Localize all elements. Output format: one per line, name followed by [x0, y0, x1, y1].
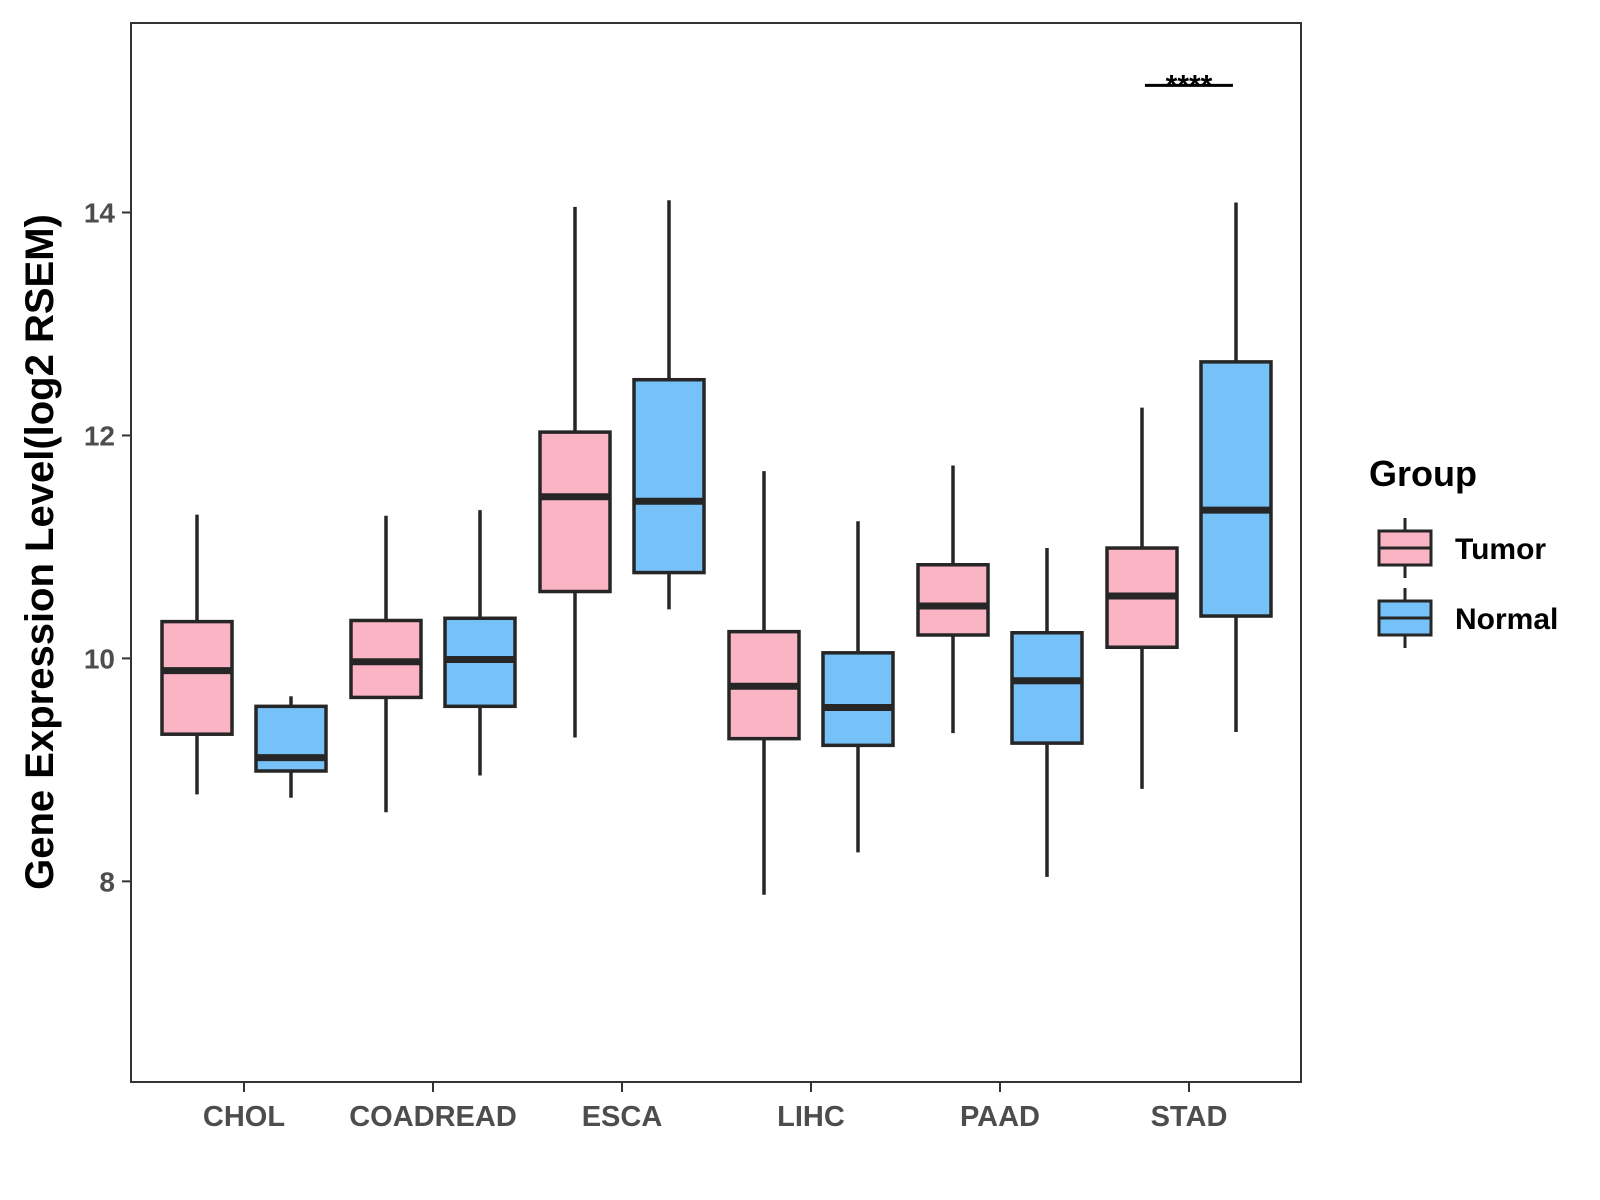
box-normal-coadread — [443, 510, 517, 776]
box-body — [160, 619, 234, 736]
box-tumor-chol — [160, 514, 234, 795]
legend-entry-normal: Normal — [1377, 588, 1558, 648]
legend-label: Tumor — [1455, 533, 1546, 566]
box-body — [538, 430, 612, 594]
x-tick-label-chol: CHOL — [203, 1101, 285, 1133]
box-body — [916, 563, 990, 637]
box-normal-stad — [1199, 202, 1273, 732]
box-tumor-coadread — [349, 515, 423, 813]
x-tick-label-coadread: COADREAD — [349, 1101, 517, 1133]
box-tumor-esca — [538, 206, 612, 738]
box-normal-paad — [1010, 548, 1084, 877]
significance-annotations: **** — [1145, 69, 1233, 102]
significance-stad: **** — [1145, 69, 1233, 102]
box-normal-esca — [632, 200, 706, 610]
box-body — [821, 651, 895, 748]
box-normal-chol — [254, 696, 328, 798]
y-tick-label: 12 — [84, 420, 115, 451]
legend-entry-tumor: Tumor — [1377, 518, 1546, 578]
box-tumor-lihc — [727, 471, 801, 895]
legend-title: Group — [1369, 453, 1477, 494]
box-tumor-stad — [1105, 407, 1179, 789]
significance-label: **** — [1166, 69, 1213, 102]
y-axis-title: Gene Expression Level(log2 RSEM) — [18, 214, 62, 890]
x-axis: CHOL COADREAD ESCA LIHC PAAD STAD — [203, 1082, 1227, 1133]
chart-marks — [160, 200, 1273, 895]
x-tick-label-paad: PAAD — [960, 1101, 1040, 1133]
box-body — [254, 704, 328, 773]
legend-entries: Tumor Normal — [1377, 518, 1558, 648]
box-body — [632, 377, 706, 575]
y-tick-label: 14 — [84, 198, 116, 229]
legend-label: Normal — [1455, 603, 1558, 636]
box-body — [1199, 360, 1273, 618]
x-tick-label-lihc: LIHC — [777, 1101, 845, 1133]
box-body — [1010, 631, 1084, 745]
y-tick-label: 8 — [99, 866, 115, 897]
box-normal-lihc — [821, 521, 895, 853]
x-tick-label-stad: STAD — [1151, 1101, 1228, 1133]
x-tick-label-esca: ESCA — [582, 1101, 663, 1133]
legend: Group Tumor Normal — [1369, 453, 1558, 648]
box-tumor-paad — [916, 465, 990, 734]
y-axis: 8 10 12 14 — [84, 198, 131, 897]
plot-panel-border — [130, 22, 1302, 1083]
y-tick-label: 10 — [84, 643, 115, 674]
